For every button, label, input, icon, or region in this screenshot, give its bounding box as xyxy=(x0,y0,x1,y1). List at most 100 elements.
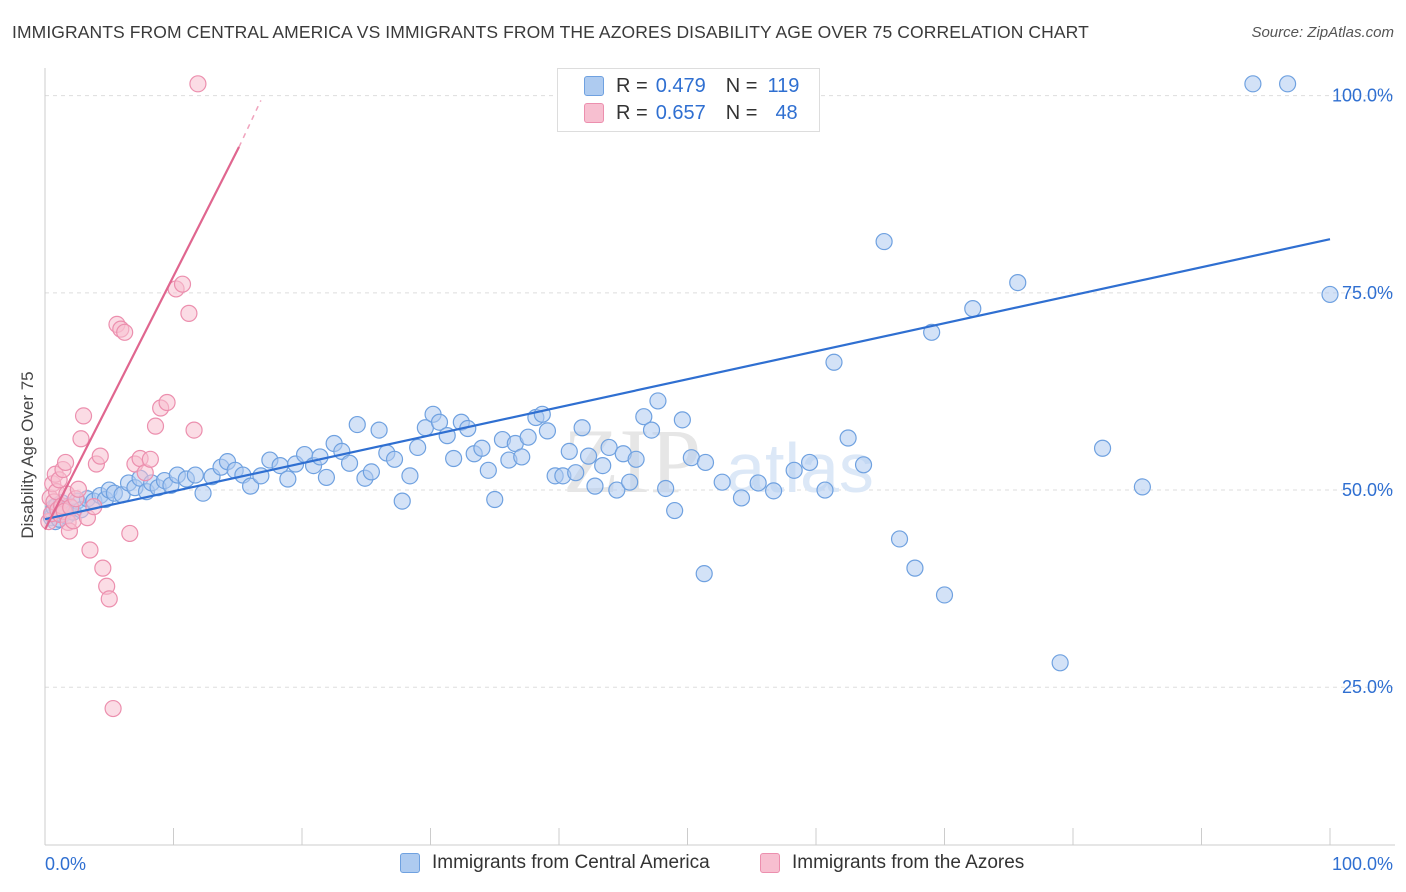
x-tick-label: 100.0% xyxy=(1332,854,1393,874)
legend-row-azores: R = 0.657 N = 48 xyxy=(584,101,798,125)
data-point xyxy=(621,473,639,491)
data-point xyxy=(348,415,366,434)
data-point xyxy=(666,501,684,520)
data-point xyxy=(1278,75,1297,93)
data-point xyxy=(673,411,691,429)
legend-n-label: N = xyxy=(725,74,758,97)
data-point xyxy=(81,541,99,559)
data-point xyxy=(186,466,204,484)
data-point xyxy=(1244,75,1262,93)
bottom-legend-azores: Immigrants from the Azores xyxy=(760,852,1024,874)
data-point xyxy=(158,393,176,412)
data-point xyxy=(573,419,591,437)
data-point xyxy=(121,524,139,543)
trendline-central-america xyxy=(44,238,1331,521)
data-point xyxy=(560,442,578,461)
legend-swatch-blue xyxy=(584,76,604,96)
data-point xyxy=(185,421,203,439)
data-point xyxy=(69,480,88,498)
data-point xyxy=(180,304,198,322)
data-point xyxy=(393,492,411,510)
data-point xyxy=(473,439,491,457)
data-point xyxy=(385,450,404,468)
data-point xyxy=(696,453,715,472)
data-point xyxy=(567,464,585,482)
x-tick-label: 0.0% xyxy=(45,854,86,874)
data-point xyxy=(594,456,612,475)
data-point xyxy=(242,477,260,495)
y-tick-label: 50.0% xyxy=(1342,480,1393,500)
data-point xyxy=(1093,439,1112,457)
y-tick-label: 100.0% xyxy=(1332,86,1393,106)
chart-title: IMMIGRANTS FROM CENTRAL AMERICA VS IMMIG… xyxy=(12,22,1089,42)
data-point xyxy=(600,438,618,457)
data-point xyxy=(732,489,751,507)
data-point xyxy=(141,450,159,468)
data-point xyxy=(1133,478,1151,496)
legend-row-central-america: R = 0.479 N = 119 xyxy=(584,74,799,98)
data-point xyxy=(72,430,90,448)
data-point xyxy=(649,392,667,410)
series-azores-points xyxy=(40,75,207,718)
data-point xyxy=(1321,285,1339,304)
data-point xyxy=(800,453,819,472)
data-point xyxy=(875,232,893,251)
data-point xyxy=(1051,654,1069,672)
data-point xyxy=(317,468,336,487)
data-point xyxy=(608,481,626,499)
data-point xyxy=(486,490,504,509)
data-point xyxy=(519,428,537,446)
data-point xyxy=(445,449,463,468)
stats-legend: R = 0.479 N = 119 R = 0.657 N = 48 xyxy=(557,68,820,132)
data-point xyxy=(627,450,645,468)
data-point xyxy=(194,484,212,502)
data-point xyxy=(906,559,924,577)
legend-r-label: R = xyxy=(616,74,648,97)
data-point xyxy=(479,461,497,479)
data-point xyxy=(785,461,803,479)
data-point xyxy=(586,477,604,495)
source-label: Source: ZipAtlas.com xyxy=(1251,24,1394,41)
trendline-azores-extension xyxy=(238,100,262,148)
data-point xyxy=(635,408,653,426)
y-tick-label: 75.0% xyxy=(1342,283,1393,303)
data-point xyxy=(890,530,909,548)
data-point xyxy=(839,429,857,447)
data-point xyxy=(430,413,449,431)
data-point xyxy=(816,481,834,499)
legend-r-value: 0.657 xyxy=(655,101,706,124)
data-point xyxy=(513,448,531,466)
data-point xyxy=(362,463,380,481)
data-point xyxy=(579,447,598,465)
data-point xyxy=(116,323,134,341)
data-point xyxy=(538,422,557,440)
data-point xyxy=(340,454,359,472)
data-point xyxy=(749,474,767,492)
data-point xyxy=(56,453,75,472)
data-point xyxy=(74,407,93,425)
data-point xyxy=(923,323,941,341)
bottom-legend-label: Immigrants from Central America xyxy=(432,852,710,873)
y-tick-label: 25.0% xyxy=(1342,677,1393,697)
data-point xyxy=(173,275,192,293)
data-point xyxy=(657,479,675,498)
legend-n-value: 48 xyxy=(775,101,798,124)
data-point xyxy=(370,421,388,439)
data-point xyxy=(695,565,713,583)
data-point xyxy=(104,699,122,718)
data-point xyxy=(94,559,112,577)
data-point xyxy=(100,590,118,608)
data-point xyxy=(1009,274,1027,292)
data-point xyxy=(401,467,419,485)
trendlines xyxy=(44,100,1331,530)
data-point xyxy=(279,470,297,488)
legend-n-label: N = xyxy=(725,101,758,124)
legend-swatch-pink xyxy=(584,103,604,123)
bottom-legend-swatch-pink xyxy=(760,853,780,873)
data-point xyxy=(825,353,843,371)
axes xyxy=(44,68,1395,846)
series-central-america-points xyxy=(42,75,1339,672)
data-point xyxy=(91,447,109,465)
data-point xyxy=(764,482,783,500)
